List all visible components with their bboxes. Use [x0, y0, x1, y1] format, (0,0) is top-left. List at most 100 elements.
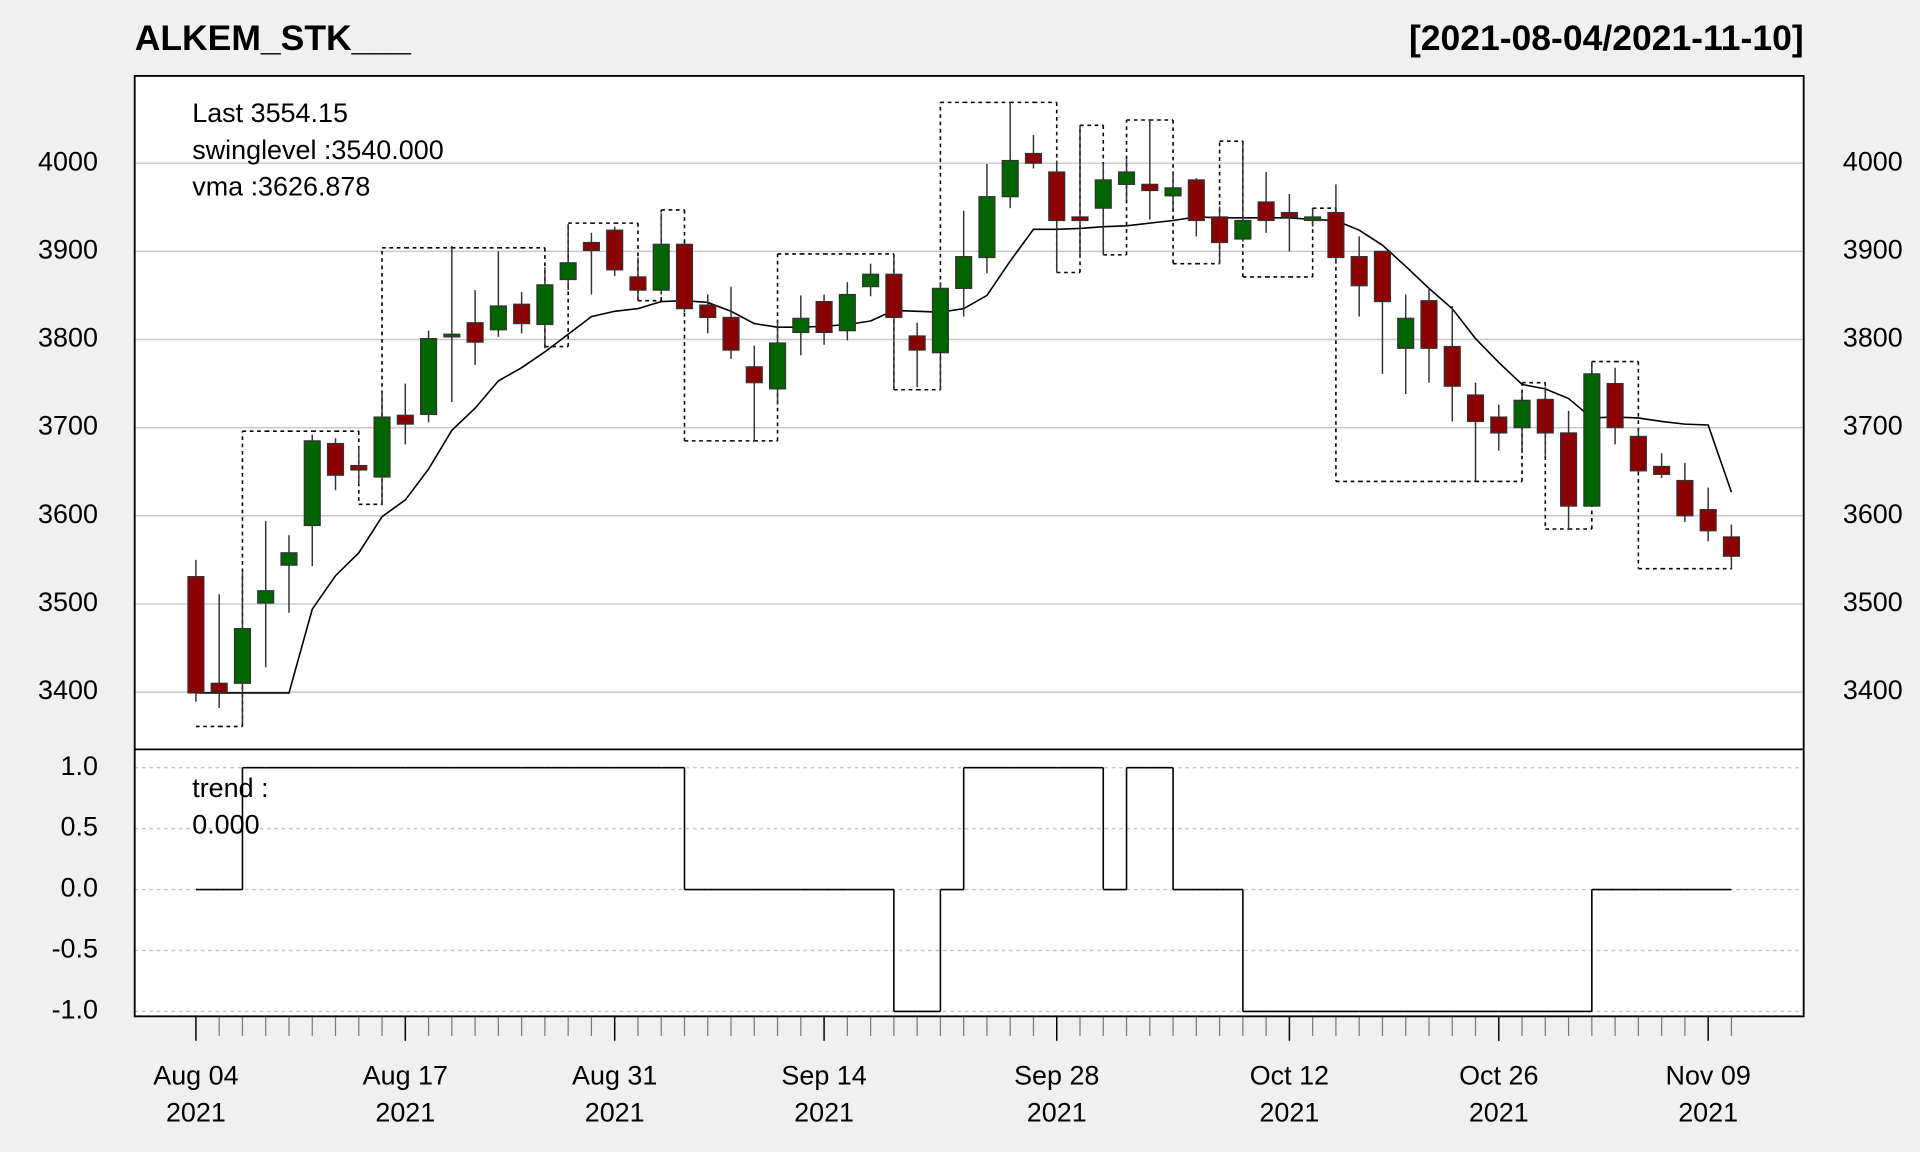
candle-body — [1490, 416, 1508, 434]
x-tick-label: 2021 — [1027, 1097, 1087, 1127]
x-tick-label: 2021 — [1469, 1097, 1529, 1127]
x-tick-label: 2021 — [1259, 1097, 1319, 1127]
candle-body — [1653, 465, 1671, 475]
candle-body — [187, 576, 205, 694]
candle-body — [792, 317, 810, 334]
y-tick-label-right: 3800 — [1843, 323, 1903, 353]
candle-body — [675, 243, 694, 310]
x-tick-label: Aug 17 — [363, 1061, 448, 1091]
candle-body — [652, 243, 670, 291]
candle-body — [1443, 345, 1461, 387]
x-tick-label: Sep 14 — [781, 1061, 866, 1091]
x-tick-label: Nov 09 — [1666, 1061, 1751, 1091]
candle-body — [350, 464, 368, 471]
candle-body — [466, 322, 484, 343]
candle-body — [1001, 159, 1019, 198]
y-tick-label: 1.0 — [61, 751, 98, 781]
candle-body — [606, 229, 624, 271]
y-tick-label: 0.5 — [61, 812, 98, 842]
candle-body — [1560, 432, 1578, 507]
legend-text: 0.000 — [192, 810, 259, 840]
candle-body — [443, 333, 461, 338]
candle-body — [1397, 317, 1415, 349]
candle-body — [978, 196, 996, 259]
x-tick-label: 2021 — [794, 1097, 854, 1127]
candle-body — [1280, 211, 1298, 218]
x-tick-label: Sep 28 — [1014, 1061, 1099, 1091]
candle-body — [1350, 256, 1368, 287]
candle-body — [489, 305, 507, 331]
candle-body — [1094, 179, 1112, 209]
candle-body — [1606, 382, 1624, 429]
candle-body — [1420, 300, 1438, 349]
candle-body — [326, 442, 345, 476]
candle-body — [1024, 152, 1043, 164]
y-tick-label: 3500 — [38, 587, 98, 617]
candle-body — [838, 293, 856, 332]
candle-body — [699, 304, 717, 319]
candle-body — [1071, 216, 1089, 222]
candle-body — [815, 300, 833, 334]
candle-body — [233, 628, 252, 684]
chart-title: ALKEM_STK___ — [135, 18, 412, 58]
candle-body — [1141, 183, 1159, 192]
candle-body — [629, 276, 647, 291]
y-tick-label: 3600 — [38, 499, 98, 529]
candle-body — [885, 273, 903, 319]
candle-body — [420, 337, 438, 416]
candle-body — [1304, 216, 1322, 222]
y-tick-label-right: 3400 — [1843, 675, 1903, 705]
y-tick-label-right: 3900 — [1843, 234, 1903, 264]
y-tick-label: 3400 — [38, 675, 98, 705]
y-tick-label: -1.0 — [52, 995, 98, 1025]
candle-body — [513, 303, 531, 325]
candle-body — [862, 273, 880, 288]
candle-body — [1211, 216, 1229, 244]
candle-body — [1164, 187, 1182, 197]
candle-body — [1699, 509, 1717, 532]
candle-body — [1583, 373, 1601, 507]
plot-layer: 3400 3400 3500 3500 3600 3600 3700 3700 3800 3800… — [38, 75, 1903, 1127]
candle-body — [1629, 435, 1647, 472]
y-tick-label-right: 3600 — [1843, 499, 1903, 529]
candle-body — [1373, 250, 1392, 303]
x-tick-label: Aug 31 — [572, 1061, 657, 1091]
candle-body — [1722, 536, 1741, 557]
x-tick-label: Oct 12 — [1250, 1061, 1329, 1091]
candle-body — [210, 682, 228, 693]
candle-body — [396, 414, 414, 425]
plot-frame — [133, 75, 1805, 1018]
y-tick-label: -0.5 — [52, 934, 98, 964]
candle-body — [1466, 394, 1485, 423]
x-tick-label: 2021 — [585, 1097, 645, 1127]
y-tick-label: 3800 — [38, 323, 98, 353]
candle-body — [1513, 399, 1531, 429]
candle-body — [768, 342, 787, 390]
candle-body — [908, 335, 926, 351]
x-tick-label: 2021 — [1678, 1097, 1738, 1127]
legend-text: swinglevel :3540.000 — [192, 135, 443, 165]
candle-body — [1117, 171, 1136, 185]
y-tick-label: 0.0 — [61, 873, 98, 903]
candle-body — [536, 284, 554, 326]
y-tick-label: 3900 — [38, 234, 98, 264]
y-tick-label-right: 3500 — [1843, 587, 1903, 617]
x-tick-label: Aug 04 — [153, 1061, 238, 1091]
candle-body — [373, 416, 391, 478]
candle-body — [745, 366, 763, 384]
date-range: [2021-08-04/2021-11-10] — [1409, 18, 1804, 58]
candle-body — [1257, 201, 1275, 222]
candle-body — [931, 287, 949, 354]
y-tick-label-right: 3700 — [1843, 411, 1903, 441]
candle-body — [1676, 479, 1694, 517]
candle-body — [303, 440, 321, 527]
legend-text: Last 3554.15 — [192, 98, 348, 128]
legend-text: trend : — [192, 773, 268, 803]
plot-area — [134, 75, 1804, 1017]
candle-body — [1327, 211, 1345, 259]
x-tick-label: 2021 — [375, 1097, 435, 1127]
candle-body — [257, 590, 275, 604]
candle-body — [582, 241, 600, 252]
